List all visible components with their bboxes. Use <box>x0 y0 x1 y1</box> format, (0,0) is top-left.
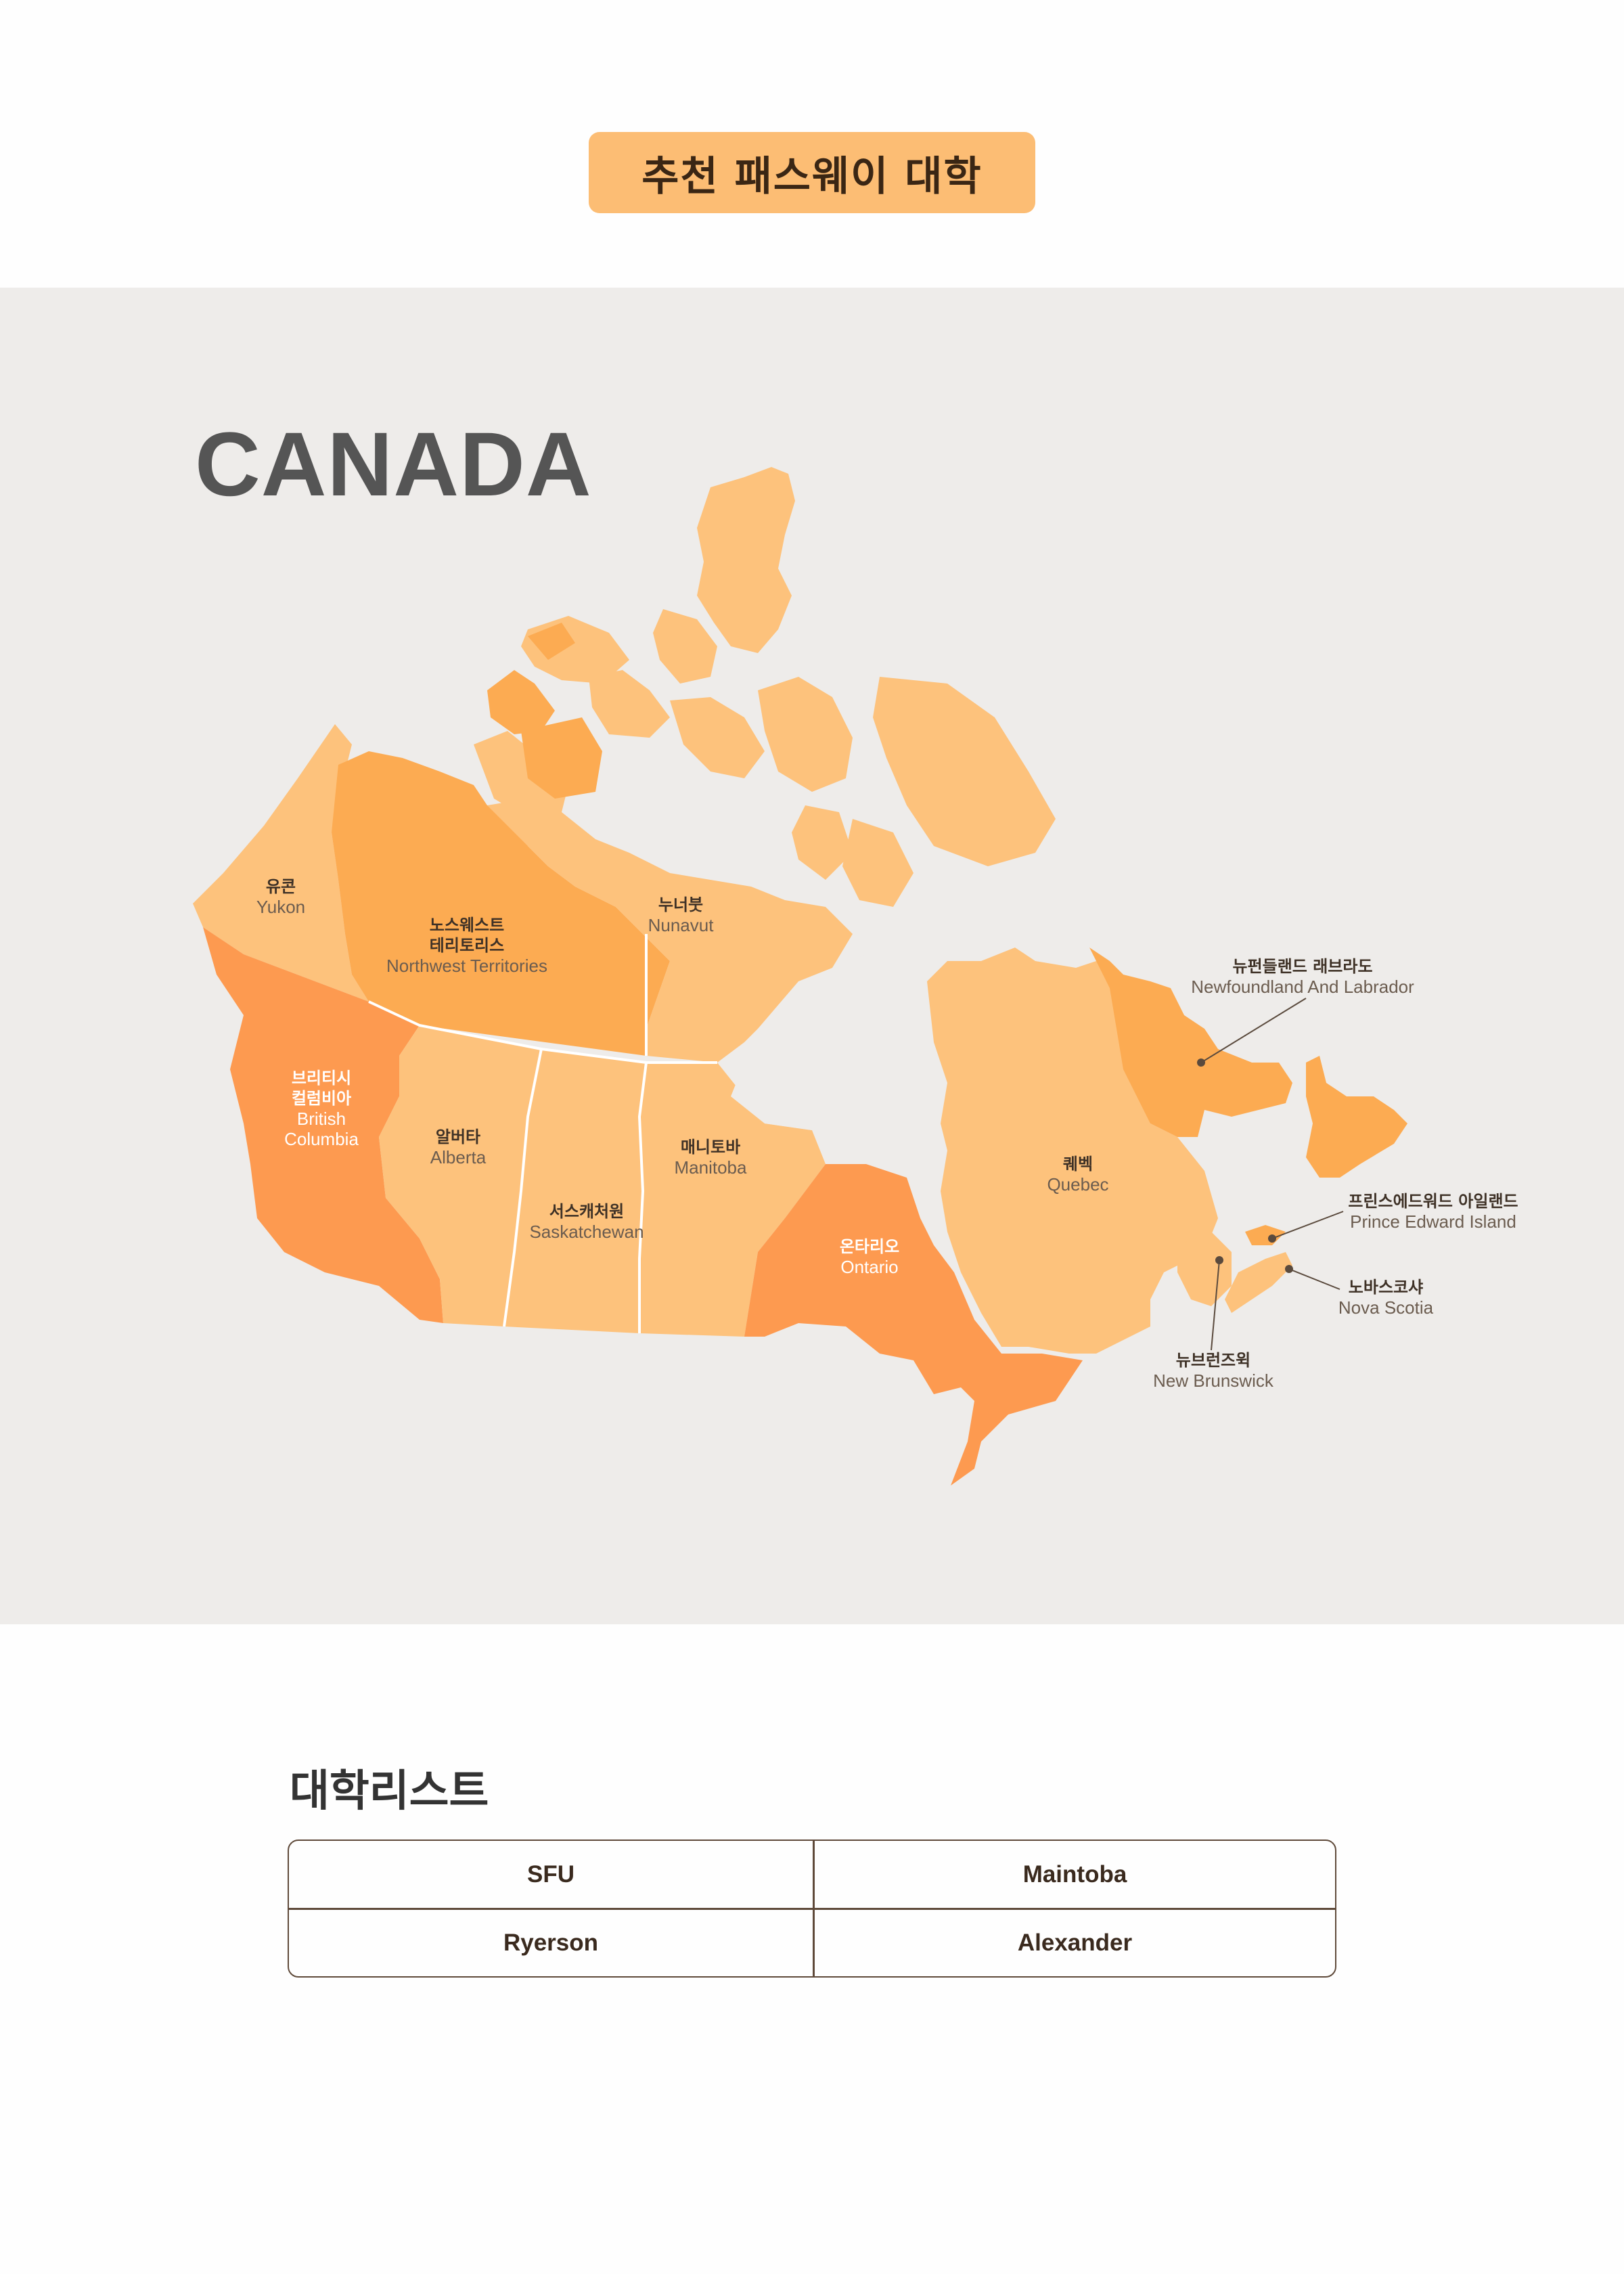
label-manitoba: 매니토바 Manitoba <box>674 1138 747 1178</box>
university-cell-sfu: SFU <box>527 1860 574 1888</box>
label-nwt: 노스웨스트 테리토리스 Northwest Territories <box>386 916 547 976</box>
table-column-divider <box>813 1841 815 1976</box>
label-quebec: 퀘벡 Quebec <box>1047 1155 1109 1195</box>
province-borders <box>368 934 717 1333</box>
recommended-pathway-badge: 추천 패스웨이 대학 <box>589 132 1035 213</box>
region-quebec <box>927 948 1218 1354</box>
region-manitoba <box>639 1063 826 1337</box>
region-saskatchewan <box>504 1049 646 1333</box>
university-cell-manitoba: Maintoba <box>1022 1860 1127 1888</box>
university-cell-ryerson: Ryerson <box>503 1930 599 1956</box>
pointer-lines <box>1197 998 1344 1351</box>
table-row-divider <box>289 1908 1335 1910</box>
arctic-islands <box>474 467 1056 907</box>
nwt-islands <box>487 623 602 799</box>
label-saskatchewan: 서스캐처원 Saskatchewan <box>529 1202 644 1242</box>
label-new-brunswick: 뉴브런즈윅 New Brunswick <box>1153 1351 1273 1391</box>
region-yukon <box>193 724 369 1002</box>
label-alberta: 알버타 Alberta <box>430 1128 487 1167</box>
label-bc: 브리티시 컬럼비아 British Columbia <box>284 1069 359 1149</box>
label-pei: 프린스에드워드 아일랜드 Prince Edward Island <box>1348 1192 1518 1232</box>
label-nunavut: 누너붓 Nunavut <box>648 895 714 935</box>
region-nwt <box>332 751 670 1056</box>
region-nova-scotia <box>1225 1252 1292 1313</box>
region-nunavut <box>487 799 853 1063</box>
university-cell-alexander: Alexander <box>1017 1930 1133 1956</box>
university-table: SFU Maintoba Ryerson Alexander <box>288 1840 1336 1978</box>
region-bc <box>203 927 443 1323</box>
university-list-title: 대학리스트 <box>290 1766 489 1816</box>
region-alberta <box>379 1025 541 1326</box>
hudson-bay <box>731 954 961 1164</box>
label-yukon: 유콘 Yukon <box>256 877 306 917</box>
label-nova-scotia: 노바스코샤 Nova Scotia <box>1338 1278 1434 1318</box>
label-newfoundland: 뉴펀들랜드 래브라도 Newfoundland And Labrador <box>1191 957 1414 997</box>
region-newfoundland <box>1089 948 1407 1178</box>
label-ontario: 온타리오 Ontario <box>839 1237 900 1277</box>
region-new-brunswick <box>1177 1232 1232 1306</box>
region-ontario <box>744 1164 1083 1486</box>
canada-map <box>193 467 1407 1486</box>
map-country-title: CANADA <box>195 414 592 515</box>
